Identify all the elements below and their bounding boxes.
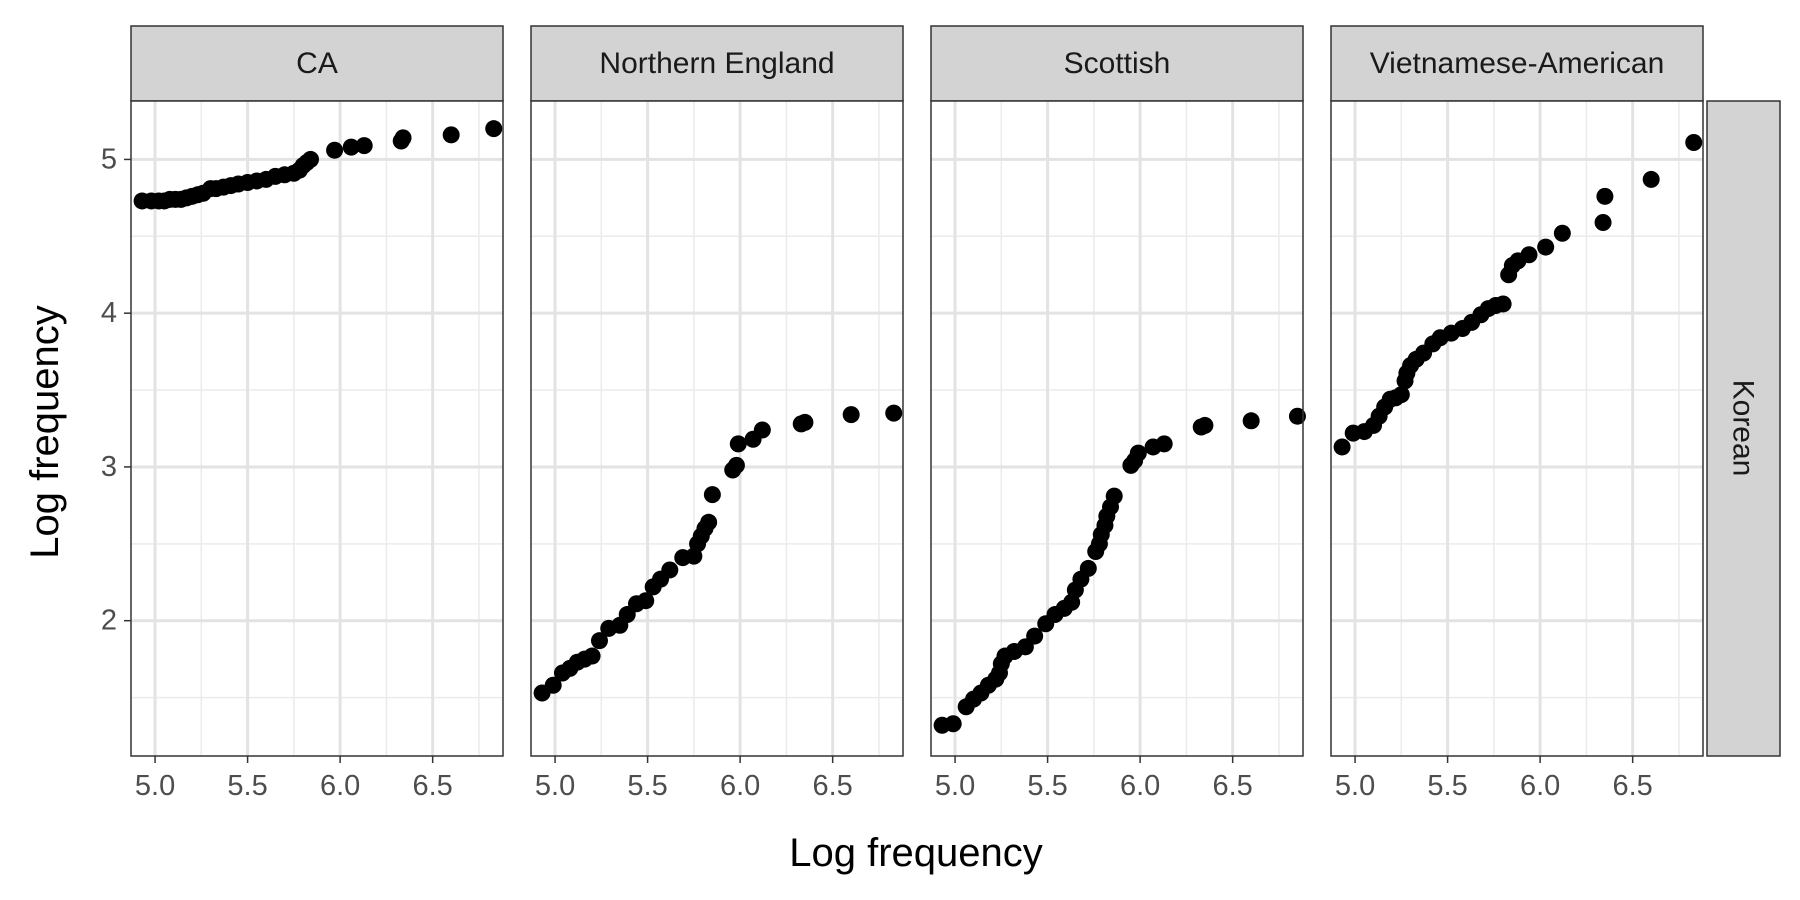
y-tick-label: 2: [101, 605, 117, 637]
data-point: [700, 513, 718, 531]
data-point: [703, 486, 721, 504]
x-tick-label: 5.0: [535, 770, 575, 802]
data-point: [842, 406, 860, 424]
x-tick-label: 5.0: [935, 770, 975, 802]
y-axis-title: Log frequency: [23, 305, 67, 559]
data-point: [1333, 438, 1351, 456]
data-point: [885, 404, 903, 422]
panel-strip-label: CA: [296, 47, 338, 80]
x-tick-label: 5.5: [227, 770, 267, 802]
y-tick-label: 5: [101, 143, 117, 175]
data-point: [326, 141, 344, 159]
data-point: [442, 126, 460, 144]
panel-strip-label: Vietnamese-American: [1370, 47, 1665, 80]
panels-layer: CA 5.0 5.5 6.0 6.5 2 3 4 5 Northern England 5.0 5.5…: [101, 25, 1704, 802]
x-tick-label: 5.5: [1427, 770, 1467, 802]
data-point: [1494, 295, 1512, 313]
data-point: [1553, 224, 1571, 242]
x-tick-label: 5.0: [135, 770, 175, 802]
x-tick-label: 6.5: [1213, 770, 1253, 802]
data-point: [544, 676, 562, 694]
data-point: [637, 592, 655, 610]
panel-background: [931, 101, 1303, 756]
row-strip: Korean: [1706, 100, 1781, 757]
panel-2: Northern England 5.0 5.5 6.0 6.5: [530, 25, 904, 802]
data-point: [1242, 412, 1260, 430]
data-point: [661, 561, 679, 579]
panel-background: [1331, 101, 1703, 756]
data-point: [590, 632, 608, 650]
data-point: [342, 138, 360, 156]
data-point: [727, 456, 745, 474]
data-point: [1079, 559, 1097, 577]
x-tick-label: 5.0: [1335, 770, 1375, 802]
data-point: [485, 120, 503, 138]
data-point: [1392, 386, 1410, 404]
x-tick-label: 5.5: [1027, 770, 1067, 802]
y-tick-label: 4: [101, 297, 117, 329]
data-point: [1642, 170, 1660, 188]
data-point: [796, 413, 814, 431]
x-tick-label: 6.5: [813, 770, 853, 802]
panel-border: [530, 100, 904, 757]
panel-background: [531, 101, 903, 756]
data-point: [753, 421, 771, 439]
data-point: [1129, 444, 1147, 462]
data-point: [1685, 134, 1703, 152]
panel-strip-background: [1330, 25, 1704, 102]
data-point: [1196, 416, 1214, 434]
data-point: [1537, 238, 1555, 256]
data-point: [1155, 435, 1173, 453]
data-point: [1288, 407, 1306, 425]
x-axis-title: Log frequency: [789, 831, 1043, 875]
panel-4: Vietnamese-American 5.0 5.5 6.0 6.5: [1330, 25, 1704, 802]
x-tick-label: 6.5: [1613, 770, 1653, 802]
row-strip-background: [1706, 100, 1781, 757]
x-tick-label: 6.5: [413, 770, 453, 802]
x-tick-label: 5.5: [627, 770, 667, 802]
panel-strip-label: Northern England: [599, 47, 834, 80]
x-tick-label: 6.0: [720, 770, 760, 802]
panel-border: [930, 100, 1304, 757]
data-point: [729, 435, 747, 453]
panel-strip-label: Scottish: [1064, 47, 1171, 80]
data-point: [583, 647, 601, 665]
x-tick-label: 6.0: [1120, 770, 1160, 802]
data-point: [1520, 246, 1538, 264]
data-point: [355, 137, 373, 155]
panel-border: [1330, 100, 1704, 757]
data-point: [394, 129, 412, 147]
data-point: [1026, 627, 1044, 645]
panel-strip-background: [530, 25, 904, 102]
panel-1: CA 5.0 5.5 6.0 6.5 2 3 4 5: [101, 25, 504, 802]
x-tick-label: 6.0: [320, 770, 360, 802]
data-point: [302, 150, 320, 168]
data-point: [1105, 487, 1123, 505]
panel-border: [130, 100, 504, 757]
x-tick-label: 6.0: [1520, 770, 1560, 802]
data-point: [1596, 187, 1614, 205]
panel-strip-background: [130, 25, 504, 102]
panel-3: Scottish 5.0 5.5 6.0 6.5: [930, 25, 1306, 802]
y-tick-label: 3: [101, 451, 117, 483]
panel-background: [131, 101, 503, 756]
data-point: [1594, 213, 1612, 231]
row-strip-label: Korean: [1727, 380, 1760, 477]
data-point: [944, 715, 962, 733]
